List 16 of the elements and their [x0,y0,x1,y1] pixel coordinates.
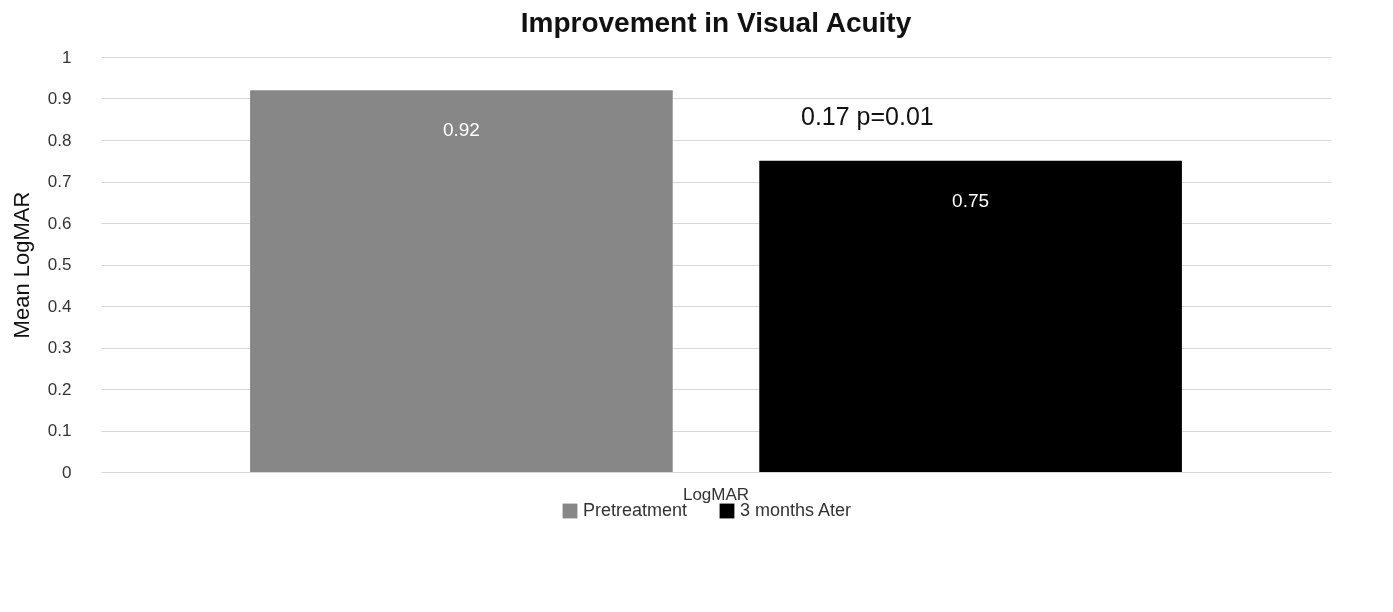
y-tick-label: 0.3 [47,338,72,357]
y-tick-label: 0.6 [47,213,72,233]
y-tick-label: 0.8 [47,130,72,150]
y-tick-label: 0.5 [47,255,72,274]
y-tick-label: 0.7 [47,172,72,191]
data-label: 0.75 [952,189,990,211]
data-label: 0.92 [442,119,480,141]
annotation: 0.17 p=0.01 [801,102,934,130]
y-tick-label: 0.9 [47,89,72,108]
y-tick-label: 1 [62,47,72,67]
chart-title: Improvement in Visual Acuity [520,7,912,38]
y-tick-label: 0.2 [47,379,72,399]
y-tick-label: 0 [62,462,72,482]
y-tick-label: 0.1 [47,421,72,440]
y-axis-title: Mean LogMAR [8,191,34,339]
y-tick-label: 0.4 [47,296,72,316]
